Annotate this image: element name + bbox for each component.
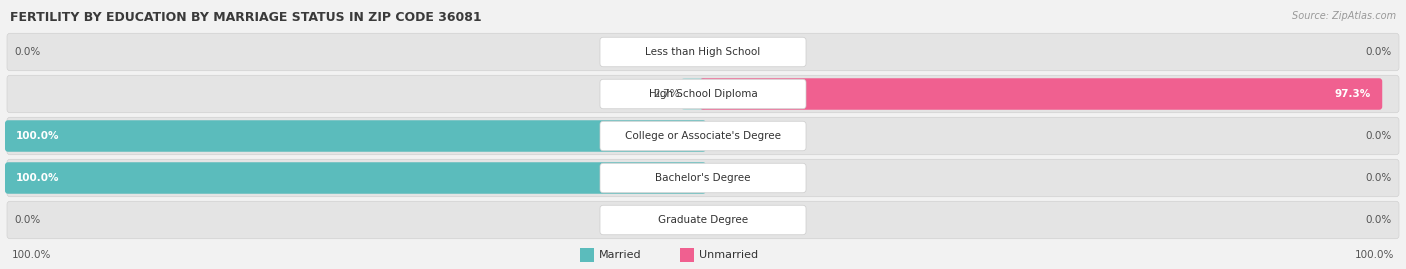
Text: Unmarried: Unmarried (699, 250, 758, 260)
Text: Bachelor's Degree: Bachelor's Degree (655, 173, 751, 183)
Text: Graduate Degree: Graduate Degree (658, 215, 748, 225)
Text: Source: ZipAtlas.com: Source: ZipAtlas.com (1292, 11, 1396, 21)
FancyBboxPatch shape (6, 162, 706, 194)
Text: College or Associate's Degree: College or Associate's Degree (626, 131, 780, 141)
Text: 100.0%: 100.0% (1354, 250, 1393, 260)
Text: Less than High School: Less than High School (645, 47, 761, 57)
FancyBboxPatch shape (7, 75, 1399, 113)
FancyBboxPatch shape (581, 248, 593, 262)
FancyBboxPatch shape (6, 120, 706, 152)
Text: High School Diploma: High School Diploma (648, 89, 758, 99)
Text: 2.7%: 2.7% (654, 89, 681, 99)
Text: 0.0%: 0.0% (1365, 215, 1392, 225)
Text: FERTILITY BY EDUCATION BY MARRIAGE STATUS IN ZIP CODE 36081: FERTILITY BY EDUCATION BY MARRIAGE STATU… (10, 11, 482, 24)
FancyBboxPatch shape (600, 37, 806, 67)
Text: 0.0%: 0.0% (1365, 173, 1392, 183)
Text: 0.0%: 0.0% (1365, 131, 1392, 141)
FancyBboxPatch shape (600, 121, 806, 151)
Text: 0.0%: 0.0% (14, 215, 41, 225)
FancyBboxPatch shape (600, 205, 806, 235)
FancyBboxPatch shape (600, 79, 806, 109)
Text: 100.0%: 100.0% (15, 131, 59, 141)
FancyBboxPatch shape (700, 78, 1382, 110)
FancyBboxPatch shape (681, 248, 695, 262)
Text: 100.0%: 100.0% (13, 250, 52, 260)
Text: 97.3%: 97.3% (1334, 89, 1371, 99)
FancyBboxPatch shape (7, 201, 1399, 239)
FancyBboxPatch shape (7, 159, 1399, 197)
FancyBboxPatch shape (7, 33, 1399, 71)
FancyBboxPatch shape (600, 163, 806, 193)
Text: 0.0%: 0.0% (1365, 47, 1392, 57)
Text: Married: Married (599, 250, 641, 260)
FancyBboxPatch shape (682, 78, 706, 110)
Text: 0.0%: 0.0% (14, 47, 41, 57)
Text: 100.0%: 100.0% (15, 173, 59, 183)
FancyBboxPatch shape (7, 117, 1399, 155)
